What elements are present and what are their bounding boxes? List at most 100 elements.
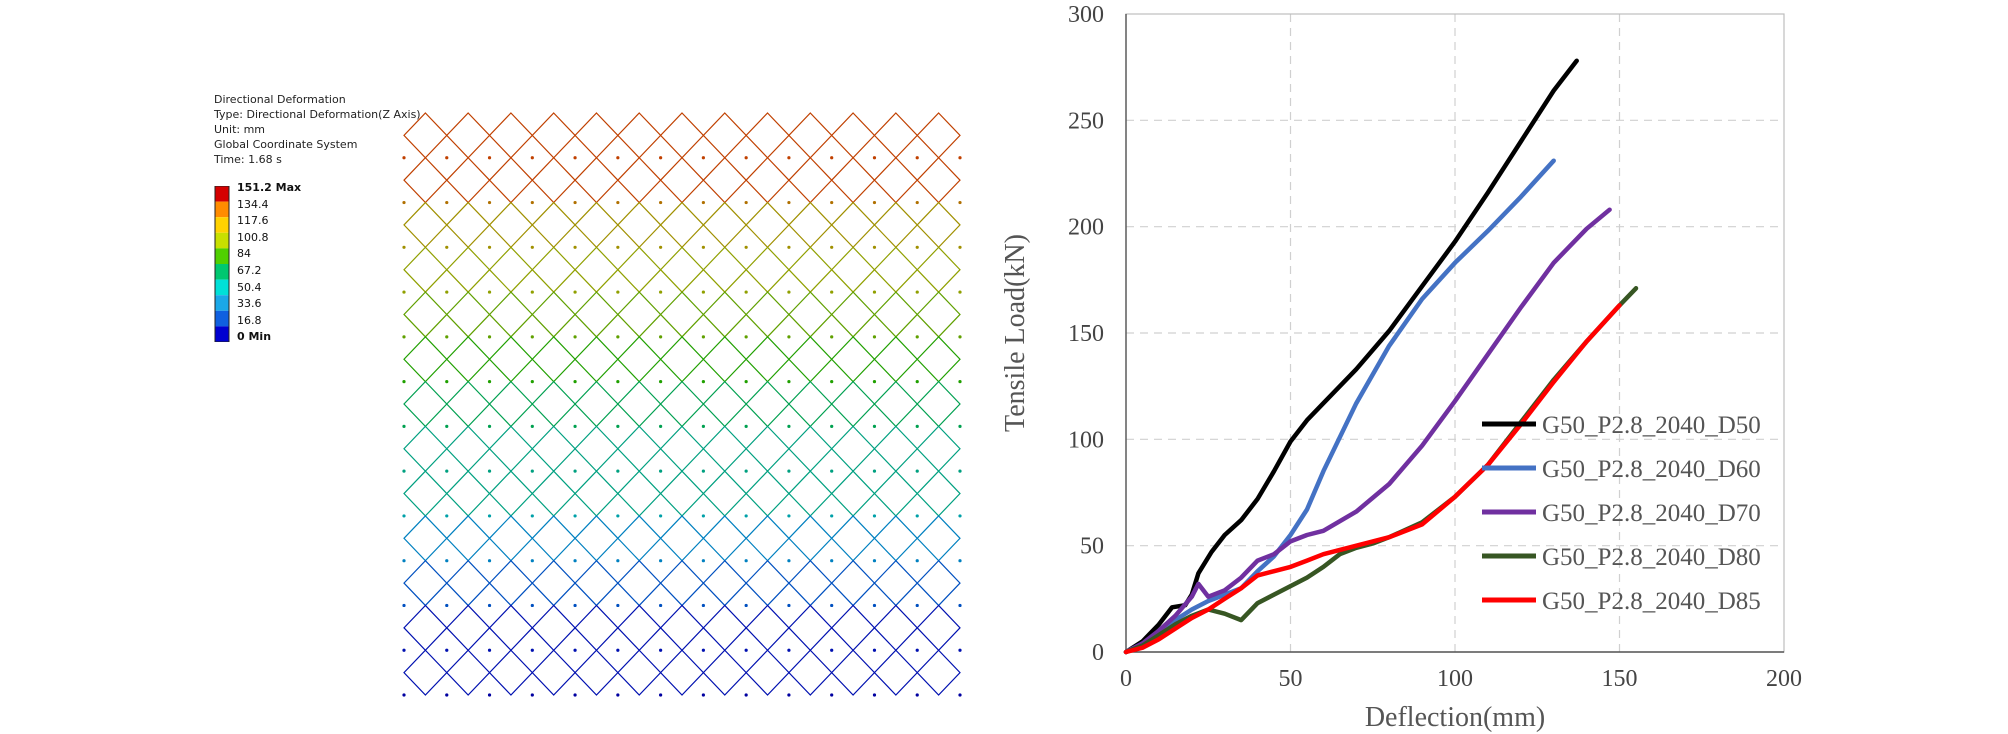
mesh-node [958,156,962,160]
mesh-node [445,559,449,563]
mesh-node [872,693,877,697]
mesh-node [445,514,449,518]
mesh-node [787,245,791,249]
y-tick-label: 50 [1080,534,1104,560]
mesh-node [744,290,748,294]
mesh-node [402,290,406,294]
series-line [1123,58,1579,655]
mesh-node [701,559,705,563]
mesh-node [659,559,663,563]
mesh-node [915,469,919,473]
mesh-node [573,514,577,518]
legend-title-line: Directional Deformation [214,93,346,106]
scale-label: 84 [237,247,251,261]
mesh-node [915,200,919,205]
mesh-node [872,335,877,339]
mesh-node [744,335,748,339]
mesh-node [915,693,919,697]
mesh-node [573,603,577,608]
mesh-node [744,603,748,608]
color-scale-labels: 151.2 Max 134.4 117.6 100.8 84 67.2 50.4… [237,180,301,346]
mesh-node [659,335,663,339]
mesh-node [787,335,791,339]
mesh-node [958,290,962,294]
mesh-node [701,424,705,428]
mesh-node [787,693,791,697]
mesh-node [787,290,791,294]
mesh-node [787,648,791,652]
mesh-node [616,648,620,652]
scale-label: 117.6 [237,214,269,228]
scale-color-segment [215,186,229,202]
mesh-node [487,290,492,294]
mesh-node [958,648,962,652]
mesh-node [830,514,834,518]
legend-label: G50_P2.8_2040_D60 [1542,456,1761,483]
mesh-diamond [702,649,747,696]
legend-label: G50_P2.8_2040_D80 [1542,544,1761,571]
legend-title-line: Unit: mm [214,123,266,136]
mesh-node [830,469,834,473]
mesh-node [830,156,834,160]
mesh-node [659,290,663,294]
mesh-node [915,156,919,160]
mesh-node [659,156,663,160]
x-axis-label: Deflection(mm) [1365,702,1545,733]
mesh-node [445,648,449,652]
mesh-node [744,469,748,473]
mesh-node [659,380,663,384]
mesh-diamond [574,649,619,696]
mesh-node [530,469,534,473]
mesh-node [402,648,406,652]
mesh-node [744,156,748,160]
mesh-node [402,693,406,697]
mesh-node [445,335,449,339]
mesh-node [402,514,406,518]
mesh-node [402,424,406,428]
mesh-node [830,648,834,652]
mesh-node [573,200,577,205]
mesh-node [958,200,962,205]
mesh-diamond [745,649,790,696]
mesh-node [530,380,534,384]
mesh-node [872,200,877,205]
mesh-node [487,156,492,160]
legend-label: G50_P2.8_2040_D85 [1542,588,1761,615]
mesh-node [958,603,962,608]
mesh-node [659,693,663,697]
y-tick-label: 200 [1068,215,1104,241]
mesh-node [659,424,663,428]
color-scale-bar [214,186,230,342]
mesh-node [744,424,748,428]
mesh-node [787,603,791,608]
mesh-node [573,335,577,339]
mesh-diamond [873,649,919,696]
mesh-diamond [830,649,876,696]
mesh-node [872,290,877,294]
y-axis-label: Tensile Load(kN) [1000,234,1031,432]
mesh-node [487,380,492,384]
mesh-node [787,469,791,473]
mesh-node [958,514,962,518]
mesh-node [701,648,705,652]
mesh-node [530,648,534,652]
mesh-node [573,290,577,294]
mesh-node [402,559,406,563]
mesh-node [487,648,492,652]
mesh-node [530,424,534,428]
mesh-node [530,335,534,339]
mesh-node [402,156,406,160]
mesh-node [445,290,449,294]
mesh-node [530,603,534,608]
mesh-node [445,469,449,473]
mesh-diamond [488,649,534,696]
mesh-node [701,335,705,339]
mesh-node [530,514,534,518]
mesh-node [830,693,834,697]
legend-title-line: Time: 1.68 s [214,153,282,166]
mesh-node [830,559,834,563]
x-tick-label: 100 [1437,666,1473,692]
mesh-node [445,200,449,205]
mesh-node [573,693,577,697]
